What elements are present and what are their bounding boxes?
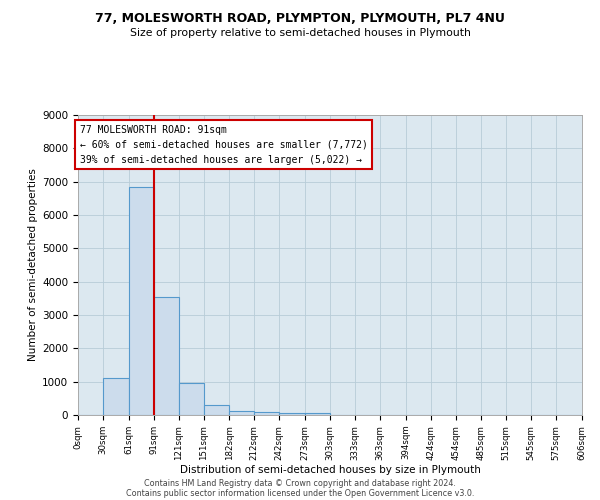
Text: Contains public sector information licensed under the Open Government Licence v3: Contains public sector information licen…	[126, 488, 474, 498]
Bar	[179, 384, 203, 415]
Bar	[103, 378, 129, 415]
X-axis label: Distribution of semi-detached houses by size in Plymouth: Distribution of semi-detached houses by …	[179, 465, 481, 475]
Bar	[254, 412, 279, 415]
Text: 77 MOLESWORTH ROAD: 91sqm
← 60% of semi-detached houses are smaller (7,772)
39% : 77 MOLESWORTH ROAD: 91sqm ← 60% of semi-…	[80, 125, 368, 164]
Bar	[129, 186, 154, 415]
Text: 77, MOLESWORTH ROAD, PLYMPTON, PLYMOUTH, PL7 4NU: 77, MOLESWORTH ROAD, PLYMPTON, PLYMOUTH,…	[95, 12, 505, 26]
Text: Size of property relative to semi-detached houses in Plymouth: Size of property relative to semi-detach…	[130, 28, 470, 38]
Bar	[305, 414, 330, 415]
Y-axis label: Number of semi-detached properties: Number of semi-detached properties	[28, 168, 38, 362]
Bar	[229, 410, 254, 415]
Bar	[279, 413, 305, 415]
Bar	[154, 296, 179, 415]
Bar	[203, 405, 229, 415]
Text: Contains HM Land Registry data © Crown copyright and database right 2024.: Contains HM Land Registry data © Crown c…	[144, 478, 456, 488]
